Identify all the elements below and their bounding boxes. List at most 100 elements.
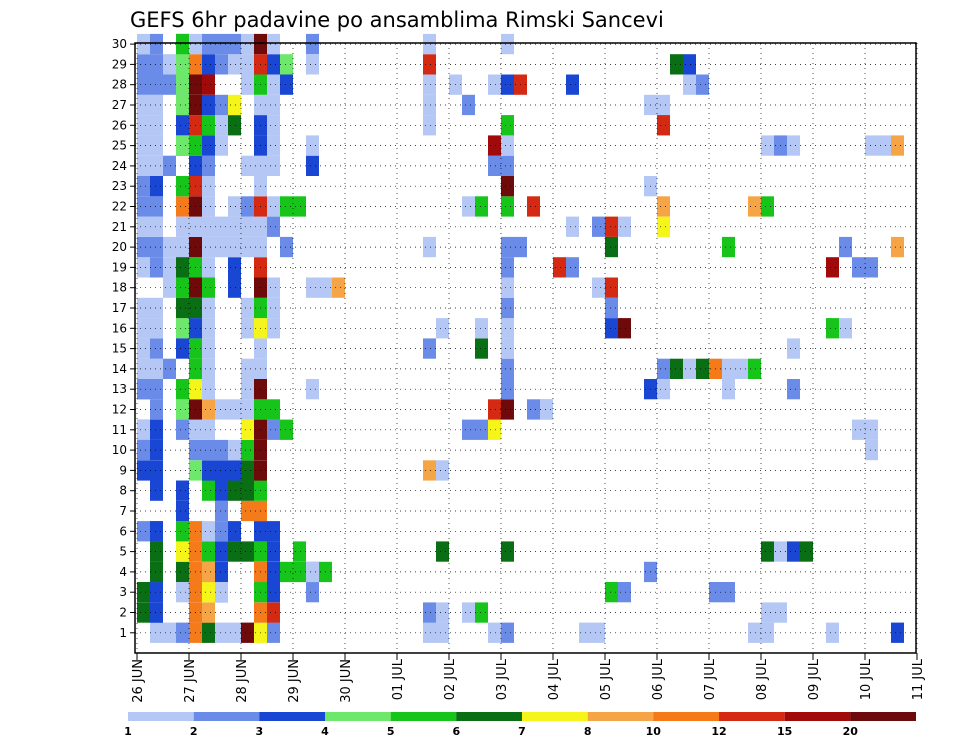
- precip-cell: [501, 176, 514, 197]
- precip-cell: [202, 94, 215, 116]
- precip-cell: [228, 196, 241, 217]
- precip-cell: [267, 277, 280, 298]
- precip-cell: [202, 115, 215, 136]
- precip-cell: [176, 74, 189, 95]
- precip-cell: [501, 318, 514, 339]
- legend-label: 8: [584, 725, 592, 738]
- precip-cell: [267, 155, 280, 176]
- precip-cell: [501, 236, 514, 258]
- precip-cell: [202, 358, 215, 379]
- precip-cell: [176, 115, 189, 136]
- precip-cell: [293, 561, 306, 583]
- x-tick-label: 30 JUN: [339, 659, 354, 703]
- precip-cell: [501, 277, 514, 298]
- precip-cell: [891, 236, 904, 258]
- precip-cell: [501, 338, 514, 359]
- precip-cell: [176, 54, 189, 75]
- precip-cell: [163, 236, 176, 258]
- precip-cell: [241, 196, 254, 217]
- precip-cell: [865, 257, 878, 278]
- precip-cell: [163, 622, 176, 643]
- precip-cell: [787, 135, 800, 156]
- precip-cell: [150, 521, 163, 542]
- precip-cell: [176, 521, 189, 542]
- precip-cell: [852, 257, 865, 278]
- precip-cell: [202, 338, 215, 359]
- precip-cell: [202, 379, 215, 400]
- precip-cell: [540, 399, 553, 420]
- x-tick-label: 29 JUN: [287, 659, 302, 703]
- precip-cell: [137, 216, 150, 237]
- legend-swatch: [850, 712, 916, 721]
- precip-cell: [501, 379, 514, 400]
- precip-cell: [891, 135, 904, 156]
- y-tick-label: 28: [112, 78, 127, 92]
- precip-cell: [137, 318, 150, 339]
- precip-cell: [150, 541, 163, 562]
- precip-cell: [202, 582, 215, 603]
- precip-cell: [176, 500, 189, 522]
- precip-cell: [267, 602, 280, 623]
- precip-cell: [150, 602, 163, 623]
- precip-cell: [202, 419, 215, 440]
- precip-cell: [163, 257, 176, 278]
- y-tick-label: 25: [112, 139, 127, 153]
- precip-cell: [670, 358, 683, 379]
- precip-cell: [267, 399, 280, 420]
- y-tick-label: 30: [112, 37, 127, 51]
- precip-cell: [176, 582, 189, 603]
- precip-cell: [150, 54, 163, 75]
- precip-cell: [280, 419, 293, 440]
- y-tick-label: 7: [119, 504, 127, 518]
- precip-cell: [241, 399, 254, 420]
- precip-cell: [163, 358, 176, 379]
- precip-cell: [501, 622, 514, 643]
- precip-cell: [202, 277, 215, 298]
- precip-cell: [878, 135, 891, 156]
- precip-cell: [501, 541, 514, 562]
- precip-cell: [176, 480, 189, 501]
- precip-cell: [176, 379, 189, 400]
- y-tick-label: 9: [119, 463, 127, 477]
- precip-cell: [865, 135, 878, 156]
- precip-cell: [475, 196, 488, 217]
- precip-cell: [475, 419, 488, 440]
- precip-cell: [150, 135, 163, 156]
- precip-cell: [826, 622, 839, 643]
- precip-cell: [423, 74, 436, 95]
- precip-cell: [267, 216, 280, 237]
- precip-cell: [722, 358, 735, 379]
- x-tick-label: 11 JUL: [911, 658, 926, 700]
- precip-cell: [202, 196, 215, 217]
- precip-cell: [215, 541, 228, 562]
- y-tick-label: 13: [112, 382, 127, 396]
- precip-cell: [215, 33, 228, 55]
- precip-cell: [722, 379, 735, 400]
- precip-cell: [501, 196, 514, 217]
- precip-cell: [215, 500, 228, 522]
- precip-cell: [501, 115, 514, 136]
- precip-cell: [137, 176, 150, 197]
- precip-cell: [423, 338, 436, 359]
- precip-cell: [332, 277, 345, 298]
- y-tick-label: 21: [112, 220, 127, 234]
- precip-cell: [293, 196, 306, 217]
- precip-cell: [306, 379, 319, 400]
- precip-cell: [176, 541, 189, 562]
- precip-cell: [176, 236, 189, 258]
- precip-cell: [280, 561, 293, 583]
- precip-cell: [241, 460, 254, 481]
- precip-cell: [865, 439, 878, 461]
- precip-cell: [748, 196, 761, 217]
- y-tick-label: 20: [112, 240, 127, 254]
- y-tick-label: 22: [112, 200, 127, 214]
- x-tick-label: 10 JUL: [859, 658, 874, 700]
- precip-cell: [462, 94, 475, 116]
- precip-cell: [657, 115, 670, 136]
- legend-label: 4: [321, 725, 329, 738]
- precip-cell: [436, 318, 449, 339]
- x-tick-label: 02 JUL: [443, 658, 458, 700]
- precip-cell: [137, 155, 150, 176]
- precip-cell: [488, 135, 501, 156]
- y-axis-ticks: 1234567891011121314151617181920212223242…: [112, 37, 135, 640]
